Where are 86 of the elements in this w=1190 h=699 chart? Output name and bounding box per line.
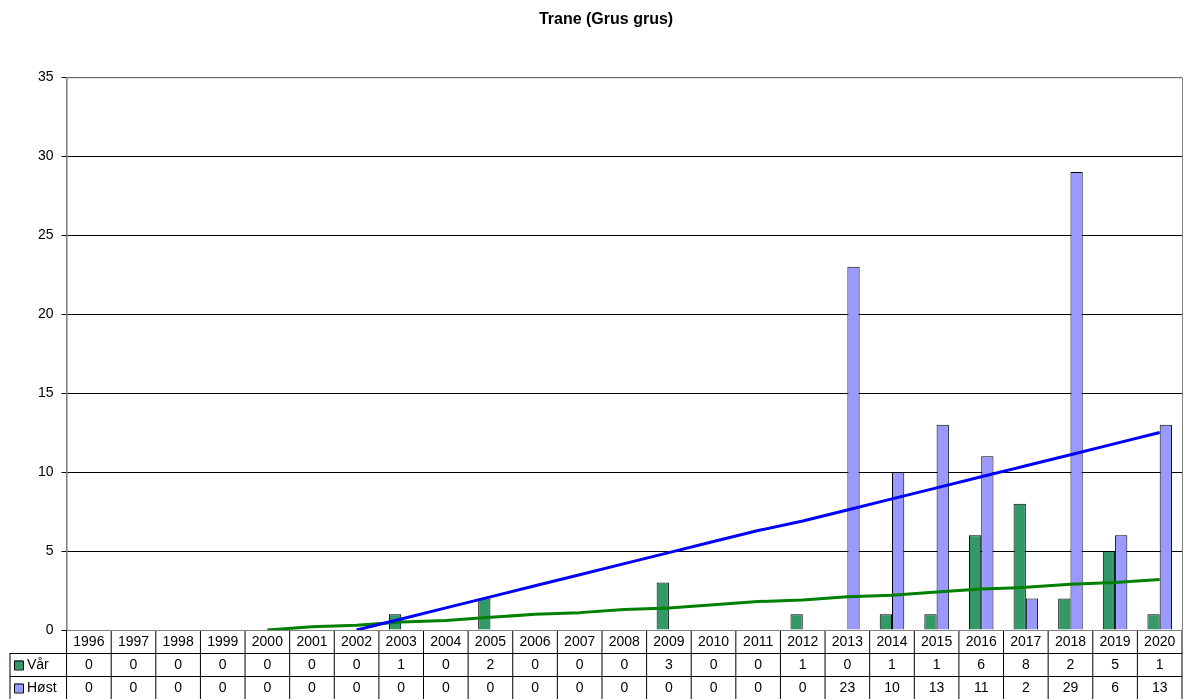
data-label: 8 [1021,656,1030,673]
y-tick-label: 5 [45,541,54,558]
data-label: 0 [665,679,673,696]
y-tick-label: 35 [37,68,54,85]
x-tick-label: 2009 [653,633,685,650]
data-label: 0 [129,656,138,673]
data-label: 3 [665,656,673,673]
x-tick-label: 2014 [876,633,908,650]
data-label: 0 [84,679,93,696]
x-tick-label: 2019 [1099,633,1131,650]
data-label: 0 [620,679,629,696]
data-label: 0 [397,679,406,696]
data-label: 0 [352,679,361,696]
data-label: 1 [888,656,897,673]
data-label: 0 [263,679,272,696]
legend-label: Høst [27,679,57,696]
x-tick-label: 1998 [162,633,194,650]
x-tick-label: 2018 [1054,633,1087,650]
data-label: 0 [709,656,718,673]
x-tick-label: 2015 [921,633,953,650]
x-tick-label: 2003 [385,633,417,650]
data-label: 2 [1021,679,1030,696]
data-label: 0 [308,656,317,673]
x-tick-label: 2000 [251,633,284,650]
y-tick-label: 30 [37,147,54,164]
data-label: 1 [1155,656,1164,673]
x-tick-label: 2012 [787,633,819,650]
data-label: 1 [397,656,406,673]
data-label: 13 [1151,679,1168,696]
x-tick-label: 2002 [341,633,373,650]
data-label: 2 [486,656,495,673]
data-label: 0 [441,656,450,673]
y-tick-label: 15 [37,383,54,400]
data-label: 0 [174,656,183,673]
data-label: 13 [928,679,945,696]
x-tick-label: 2004 [430,633,462,650]
data-label: 10 [884,679,900,696]
data-label: 29 [1062,679,1079,696]
data-label: 0 [486,679,495,696]
data-label: 6 [1111,679,1120,696]
x-tick-label: 1996 [73,633,105,650]
data-label: 0 [843,656,852,673]
data-label: 0 [174,679,183,696]
data-label: 0 [218,656,227,673]
data-label: 2 [1066,656,1075,673]
data-label: 0 [531,679,540,696]
data-label: 11 [973,679,989,696]
data-label: 0 [441,679,450,696]
data-label: 23 [839,679,856,696]
y-tick-label: 10 [37,462,54,479]
data-label: 6 [977,656,986,673]
x-tick-label: 2020 [1144,633,1176,650]
data-label: 0 [352,656,361,673]
y-tick-label: 25 [37,226,54,242]
data-label: 1 [798,656,807,673]
x-tick-label: 1999 [207,633,239,650]
legend-label: Vår [27,656,50,673]
x-tick-label: 1997 [117,633,150,650]
data-label: 0 [84,656,93,673]
data-label: 0 [798,679,807,696]
data-label: 5 [1111,656,1120,673]
data-label: 0 [754,679,763,696]
x-tick-label: 2005 [474,633,507,650]
data-label: 0 [709,679,718,696]
data-label: 1 [932,656,941,673]
data-label: 0 [754,656,763,673]
x-tick-label: 2016 [965,633,997,650]
x-tick-label: 2017 [1010,633,1042,650]
x-tick-label: 2006 [519,633,551,650]
data-label: 0 [263,656,272,673]
data-label: 0 [531,656,540,673]
data-label: 0 [308,679,317,696]
x-tick-label: 2008 [608,633,641,650]
x-tick-label: 2011 [743,633,774,650]
x-tick-label: 2013 [831,633,864,650]
data-label: 0 [129,679,138,696]
chart-title: Trane (Grus grus) [538,10,674,28]
data-label: 0 [575,679,584,696]
data-label: 0 [575,656,584,673]
x-tick-label: 2007 [564,633,596,650]
x-tick-label: 2001 [296,633,328,650]
y-tick-label: 0 [45,620,54,637]
x-tick-label: 2010 [697,633,730,650]
data-label: 0 [218,679,227,696]
y-tick-label: 20 [37,304,54,321]
data-label: 0 [620,656,629,673]
